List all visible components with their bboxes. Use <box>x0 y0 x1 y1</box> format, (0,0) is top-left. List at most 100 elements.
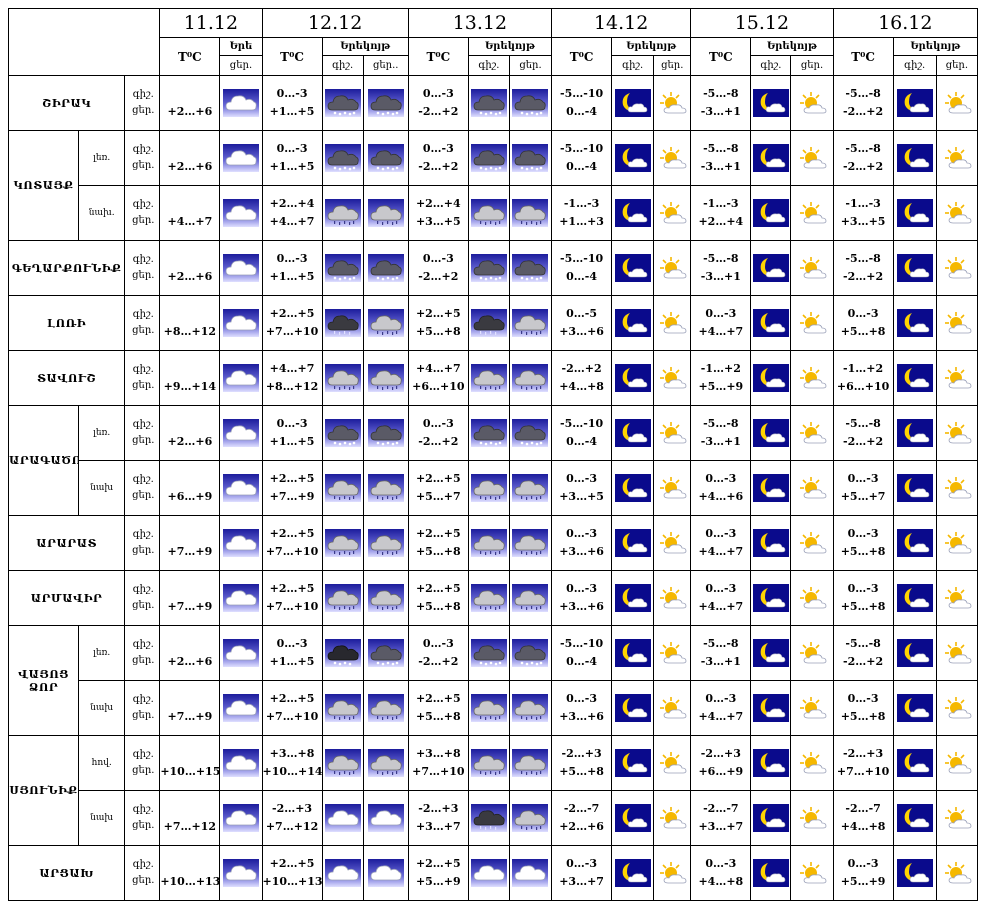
rain-cloud-icon <box>324 474 361 502</box>
day-temperature: +7…+10 <box>836 765 890 778</box>
day-temperature: +2…+6 <box>559 820 604 833</box>
sun-cloud-icon <box>794 639 830 667</box>
forecast-table-container: 11.12 12.12 13.12 14.12 15.12 16.12 T⁰C … <box>7 8 979 901</box>
moon-cloud-icon <box>614 639 651 667</box>
sun-cloud-icon <box>794 144 830 172</box>
rain-cloud-icon <box>324 529 361 557</box>
night-temperature: -2…-7 <box>563 802 600 815</box>
moon-cloud-icon <box>896 804 933 832</box>
day-subheader: ցեր. <box>935 55 979 76</box>
night-temperature: +2…+4 <box>415 197 461 210</box>
temperature-cell: -2…-7 +4…+8 <box>832 790 894 846</box>
night-temperature: +2…+5 <box>269 692 315 705</box>
moon-cloud-icon <box>752 529 789 557</box>
day-temperature: +5…+7 <box>415 490 461 503</box>
day-label: ցեր. <box>132 270 155 281</box>
rain-cloud-icon <box>324 364 361 392</box>
temperature-value: +4…+7 <box>167 215 213 228</box>
day-temperature: -3…+1 <box>700 655 741 668</box>
temperature-cell: -5…-10 0…-4 <box>551 405 613 461</box>
night-temperature: -2…+3 <box>561 747 602 760</box>
temperature-cell: +2…+6 <box>159 405 221 461</box>
night-temperature: +2…+5 <box>269 472 315 485</box>
day-temperature: -2…+2 <box>843 270 884 283</box>
cloud-icon <box>222 199 259 227</box>
day-temperature: +10…+14 <box>262 765 323 778</box>
temperature-cell: +7…+12 <box>159 790 221 846</box>
day-temperature: -3…+1 <box>700 270 741 283</box>
rain-cloud-icon <box>367 364 404 392</box>
rain-cloud-icon <box>324 199 361 227</box>
day-temperature: +5…+8 <box>840 325 886 338</box>
day-temperature: +1…+5 <box>269 160 315 173</box>
day-temperature: +3…+6 <box>559 325 604 338</box>
day-label: ցեր. <box>132 105 155 116</box>
night-temperature: 0…-3 <box>705 692 737 705</box>
temperature-cell: 0…-3 +5…+8 <box>832 295 894 351</box>
day-temperature: +2…+4 <box>698 215 744 228</box>
region-row: ՇԻՐԱԿ գիշ. ցեր. +2…+6 0…-3 +1…+5 0…-3 -2…+2 -5…-… <box>7 75 979 131</box>
cloud-icon <box>222 529 259 557</box>
cloud-icon <box>222 254 259 282</box>
temperature-cell: 0…-3 +5…+8 <box>832 570 894 626</box>
day-label: ցեր. <box>132 655 155 666</box>
moon-cloud-icon <box>896 529 933 557</box>
temperature-cell: +2…+5 +5…+7 <box>407 460 469 516</box>
temperature-value: +7…+9 <box>167 545 213 558</box>
day-temperature: +3…+5 <box>415 215 461 228</box>
moon-cloud-icon <box>752 859 789 887</box>
moon-cloud-icon <box>752 254 789 282</box>
cloud-icon <box>222 859 259 887</box>
region-row: ԿՈՏԱՅՔ լեռ. գիշ. ցեր. +2…+6 0…-3 +1…+5 0…-3 -2…+… <box>7 130 979 241</box>
subregion-label: լեռ. <box>78 130 126 186</box>
sun-cloud-icon <box>654 89 690 117</box>
temperature-value: +7…+9 <box>167 600 213 613</box>
region-name: ԱՐԱՐԱՏ <box>7 515 126 571</box>
time-of-day-labels: գիշ. ցեր. <box>124 75 161 131</box>
temperature-value: +10…+13 <box>160 875 220 888</box>
temperature-cell: +2…+5 +7…+10 <box>261 295 323 351</box>
day-temperature: +3…+7 <box>698 820 744 833</box>
temp-header: T⁰C <box>407 37 469 76</box>
day-label: ցեր. <box>132 215 155 226</box>
moon-cloud-icon <box>896 199 933 227</box>
snow-cloud-icon <box>470 144 507 172</box>
temperature-value: +2…+6 <box>167 105 213 118</box>
temperature-value: +2…+6 <box>167 270 213 283</box>
time-of-day-labels: գիշ. ցեր. <box>124 405 161 461</box>
day-temperature: -3…+1 <box>700 435 741 448</box>
night-temperature: +2…+5 <box>415 307 461 320</box>
day-label: ցեր. <box>132 820 155 831</box>
night-subheader: գիշ. <box>611 55 655 76</box>
cloud-icon <box>512 859 549 887</box>
temperature-value: +2…+6 <box>167 435 213 448</box>
night-temperature: -2…+2 <box>561 362 602 375</box>
temperature-cell: 0…-3 +4…+7 <box>690 295 752 351</box>
temperature-cell: +7…+9 <box>159 570 221 626</box>
temperature-cell: +3…+8 +10…+14 <box>261 735 323 791</box>
day-temperature: +5…+8 <box>840 600 886 613</box>
temperature-cell: +2…+5 +7…+10 <box>261 515 323 571</box>
day-temperature: 0…-4 <box>566 655 598 668</box>
temperature-cell: +10…+13 <box>159 845 221 901</box>
region-name: ԼՈՌԻ <box>7 295 126 351</box>
night-label: գիշ. <box>132 419 154 430</box>
day-subheader: ցեր. <box>219 55 263 76</box>
night-temperature: 0…-3 <box>705 307 737 320</box>
date-header: 11.12 <box>159 8 263 38</box>
temperature-cell: -5…-10 0…-4 <box>551 625 613 681</box>
snow-cloud-icon <box>512 254 549 282</box>
night-label: գիշ. <box>132 694 154 705</box>
temperature-cell: +4…+7 <box>159 185 221 241</box>
rain-cloud-icon <box>512 199 549 227</box>
cloud-icon <box>222 89 259 117</box>
day-temperature: +7…+10 <box>265 710 319 723</box>
night-label: գիշ. <box>132 584 154 595</box>
night-temperature: +2…+5 <box>415 472 461 485</box>
night-temperature: -5…-8 <box>703 252 739 265</box>
moon-cloud-icon <box>614 749 651 777</box>
region-name: ԱՐՄԱՎԻՐ <box>7 570 126 626</box>
night-temperature: 0…-5 <box>566 307 598 320</box>
date-header: 13.12 <box>407 8 553 38</box>
night-label: գիշ. <box>132 199 154 210</box>
